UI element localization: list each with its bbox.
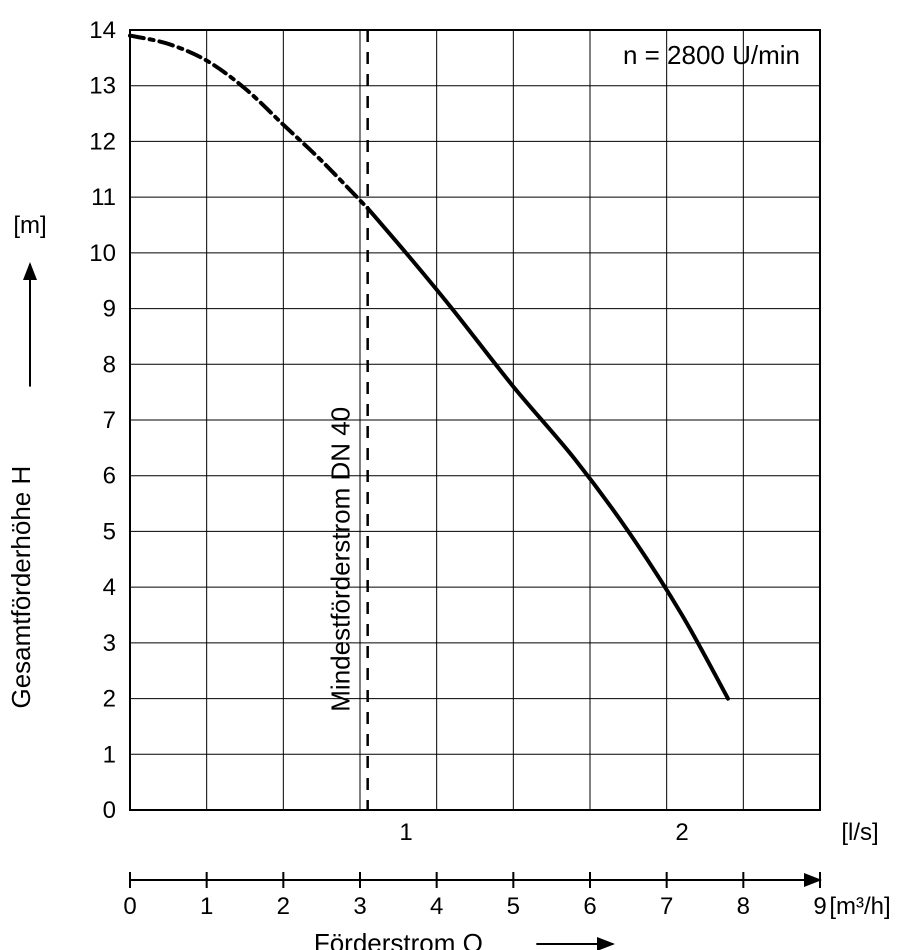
x-secondary-tick-label: 6 xyxy=(583,893,596,920)
x-secondary-tick-label: 8 xyxy=(737,893,750,920)
y-tick-label: 8 xyxy=(103,351,116,378)
x-secondary-tick-label: 2 xyxy=(277,893,290,920)
x-primary-unit: [l/s] xyxy=(841,819,878,846)
y-tick-label: 0 xyxy=(103,797,116,824)
x-secondary-tick-label: 3 xyxy=(353,893,366,920)
pump-curve-chart: 01234567891011121314[m]Gesamtförderhöhe … xyxy=(0,0,899,950)
x-secondary-tick-label: 7 xyxy=(660,893,673,920)
y-tick-label: 2 xyxy=(103,686,116,713)
y-tick-label: 10 xyxy=(89,240,116,267)
y-tick-label: 9 xyxy=(103,296,116,323)
x-secondary-tick-label: 0 xyxy=(123,893,136,920)
min-flow-label: Mindestförderstrom DN 40 xyxy=(326,407,356,712)
x-primary-tick-label: 2 xyxy=(675,819,688,846)
y-tick-label: 1 xyxy=(103,741,116,768)
y-tick-label: 13 xyxy=(89,73,116,100)
y-tick-label: 7 xyxy=(103,407,116,434)
x-secondary-tick-label: 9 xyxy=(813,893,826,920)
x-secondary-tick-label: 1 xyxy=(200,893,213,920)
y-tick-label: 5 xyxy=(103,518,116,545)
y-tick-label: 14 xyxy=(89,17,116,44)
y-tick-label: 11 xyxy=(91,184,116,211)
speed-annotation: n = 2800 U/min xyxy=(623,40,800,70)
y-tick-label: 12 xyxy=(89,128,116,155)
x-secondary-tick-label: 5 xyxy=(507,893,520,920)
x-secondary-tick-label: 4 xyxy=(430,893,443,920)
x-primary-tick-label: 1 xyxy=(399,819,412,846)
y-tick-label: 6 xyxy=(103,463,116,490)
x-secondary-unit: [m³/h] xyxy=(829,893,890,920)
y-axis-label: Gesamtförderhöhe H xyxy=(6,466,36,709)
y-tick-label: 4 xyxy=(103,574,116,601)
y-axis-unit: [m] xyxy=(13,212,46,239)
y-tick-label: 3 xyxy=(103,630,116,657)
x-axis-label: Förderstrom Q xyxy=(314,928,483,950)
